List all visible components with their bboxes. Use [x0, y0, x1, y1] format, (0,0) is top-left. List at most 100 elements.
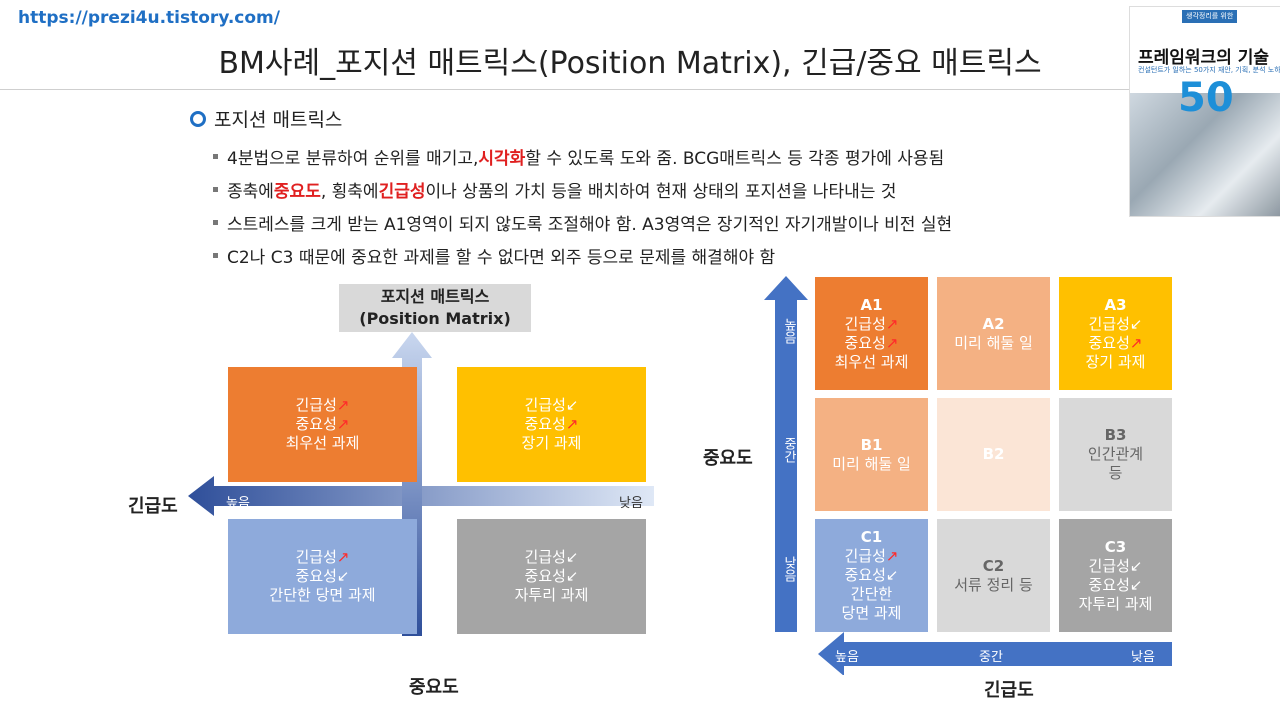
- arrow-up-right-icon: ↗: [565, 415, 579, 433]
- blog-url[interactable]: https://prezi4u.tistory.com/: [18, 8, 280, 28]
- arrow-up-right-icon: ↗: [885, 333, 899, 352]
- right-v-mid: 중간: [781, 437, 796, 463]
- arrow-up-right-icon: ↗: [885, 547, 899, 565]
- cell-line: 긴급성↗: [844, 547, 899, 565]
- q-line: 중요성↗: [295, 415, 350, 433]
- cell-A3: A3 긴급성↙ 중요성↗ 장기 과제: [1059, 277, 1172, 390]
- square-bullet-icon: [213, 154, 218, 159]
- cell-line: 당면 과제: [841, 604, 902, 622]
- bullet-item: C2나 C3 때문에 중요한 과제를 할 수 없다면 외주 등으로 문제를 해결…: [213, 239, 952, 272]
- q-line: 긴급성↙: [524, 396, 579, 414]
- right-y-axis-label: 중요도: [703, 448, 753, 469]
- quadrant-urgent-notimportant: 긴급성↗ 중요성↙ 간단한 당면 과제: [228, 519, 417, 634]
- cell-id: B1: [860, 435, 883, 454]
- highlight-text: 긴급성: [378, 182, 426, 202]
- cell-id: A3: [1104, 295, 1127, 314]
- cell-line: 장기 과제: [1085, 352, 1146, 371]
- title-divider: [0, 89, 1280, 90]
- bullet-text: 이나 상품의 가치 등을 배치하여 현재 상태의 포지션을 나타내는 것: [425, 182, 897, 202]
- q-line: 최우선 과제: [285, 434, 360, 452]
- cell-C1: C1 긴급성↗ 중요성↙ 간단한 당면 과제: [815, 519, 928, 632]
- matrix-label-line2: (Position Matrix): [359, 309, 511, 328]
- cell-line: 미리 해둘 일: [954, 333, 1033, 352]
- cell-C2: C2 서류 정리 등: [937, 519, 1050, 632]
- cell-id: A2: [982, 314, 1005, 333]
- square-bullet-icon: [213, 220, 218, 225]
- book-subtitle: 컨설턴트가 일하는 50가지 재안, 기획, 분석 노하우: [1138, 66, 1280, 74]
- cell-id: B2: [982, 445, 1005, 463]
- right-h-high: 높음: [835, 650, 859, 665]
- arrow-up-right-icon: ↗: [336, 415, 350, 433]
- position-matrix-label: 포지션 매트릭스 (Position Matrix): [339, 284, 531, 332]
- cell-id: B3: [1104, 426, 1127, 444]
- q-line: 긴급성↗: [295, 548, 350, 566]
- arrow-up-right-icon: ↗: [336, 548, 350, 566]
- highlight-text: 중요도: [273, 182, 321, 202]
- right-v-low: 낮음: [781, 556, 796, 582]
- cell-C3: C3 긴급성↙ 중요성↙ 자투리 과제: [1059, 519, 1172, 632]
- arrow-up-right-icon: ↗: [1129, 333, 1143, 352]
- square-bullet-icon: [213, 253, 218, 258]
- bullet-item: 4분법으로 분류하여 순위를 매기고, 시각화 할 수 있도록 도와 줌. BCG…: [213, 140, 952, 173]
- left-h-low: 낮음: [619, 496, 643, 511]
- book-title: 프레임워크의 기술: [1138, 48, 1270, 68]
- cell-B1: B1 미리 해둘 일: [815, 398, 928, 511]
- left-y-axis-label: 중요도: [409, 677, 459, 698]
- cell-line: 중요성↗: [844, 333, 899, 352]
- cell-line: 서류 정리 등: [954, 575, 1033, 594]
- cell-line: 중요성↙: [1088, 575, 1143, 594]
- quadrant-urgent-important: 긴급성↗ 중요성↗ 최우선 과제: [228, 367, 417, 482]
- highlight-text: 시각화: [478, 149, 526, 169]
- bullet-text: , 횡축에: [320, 182, 379, 202]
- cell-line: 자투리 과제: [1078, 594, 1153, 613]
- cell-B3: B3 인간관계 등: [1059, 398, 1172, 511]
- book-photo: [1130, 93, 1280, 216]
- bullet-text: C2나 C3 때문에 중요한 과제를 할 수 없다면 외주 등으로 문제를 해결…: [227, 248, 776, 268]
- arrow-up-right-icon: ↗: [885, 314, 899, 333]
- circle-bullet-icon: [190, 110, 206, 127]
- right-vertical-arrow: [764, 276, 808, 632]
- bullet-item: 스트레스를 크게 받는 A1영역이 되지 않도록 조절해야 함. A3영역은 장…: [213, 206, 952, 239]
- cell-line: 긴급성↙: [1088, 314, 1143, 333]
- right-horizontal-arrow: [818, 632, 1172, 675]
- cell-A2: A2 미리 해둘 일: [937, 277, 1050, 390]
- right-matrix-axes: [764, 276, 1172, 675]
- right-h-mid: 중간: [979, 650, 1003, 665]
- page-title: BM사례_포지션 매트릭스(Position Matrix), 긴급/중요 매트…: [218, 46, 1042, 81]
- cell-line: 간단한: [850, 585, 893, 603]
- q-line: 중요성↙: [524, 567, 579, 585]
- cell-line: 최우선 과제: [834, 352, 909, 371]
- square-bullet-icon: [213, 187, 218, 192]
- section-heading: 포지션 매트릭스: [190, 105, 342, 132]
- bullet-text: 할 수 있도록 도와 줌. BCG매트릭스 등 각종 평가에 사용됨: [525, 149, 945, 169]
- cell-id: C1: [860, 528, 883, 546]
- cell-line: 등: [1108, 464, 1123, 482]
- book-badge: 생각정리를 위한: [1182, 10, 1238, 23]
- cell-line: 중요성↗: [1088, 333, 1143, 352]
- q-line: 장기 과제: [521, 434, 582, 452]
- cell-line: 긴급성↗: [844, 314, 899, 333]
- book-number: 50: [1178, 75, 1234, 121]
- left-v-low: 낮음: [430, 612, 445, 638]
- quadrant-notururgent-important: 긴급성↙ 중요성↗ 장기 과제: [457, 367, 646, 482]
- bullet-item: 종축에 중요도, 횡축에 긴급성 이나 상품의 가치 등을 배치하여 현재 상태의…: [213, 173, 952, 206]
- right-v-high: 높음: [781, 318, 796, 344]
- q-line: 자투리 과제: [514, 586, 589, 604]
- cell-line: 미리 해둘 일: [832, 454, 911, 473]
- cell-line: 긴급성↙: [1088, 556, 1143, 575]
- q-line: 중요성↗: [524, 415, 579, 433]
- cell-A1: A1 긴급성↗ 중요성↗ 최우선 과제: [815, 277, 928, 390]
- cell-id: C3: [1104, 537, 1127, 556]
- q-line: 긴급성↗: [295, 396, 350, 414]
- cell-line: 인간관계: [1087, 445, 1144, 463]
- cell-id: C2: [982, 556, 1005, 575]
- right-x-axis-label: 긴급도: [984, 680, 1034, 701]
- left-h-high: 높음: [226, 496, 250, 511]
- left-x-axis-label: 긴급도: [128, 496, 178, 517]
- cell-id: A1: [860, 295, 883, 314]
- bullet-list: 4분법으로 분류하여 순위를 매기고, 시각화 할 수 있도록 도와 줌. BCG…: [213, 140, 952, 272]
- cell-B2: B2: [937, 398, 1050, 511]
- bullet-text: 4분법으로 분류하여 순위를 매기고,: [227, 149, 479, 169]
- bullet-text: 스트레스를 크게 받는 A1영역이 되지 않도록 조절해야 함. A3영역은 장…: [227, 215, 953, 235]
- bullet-text: 종축에: [227, 182, 274, 202]
